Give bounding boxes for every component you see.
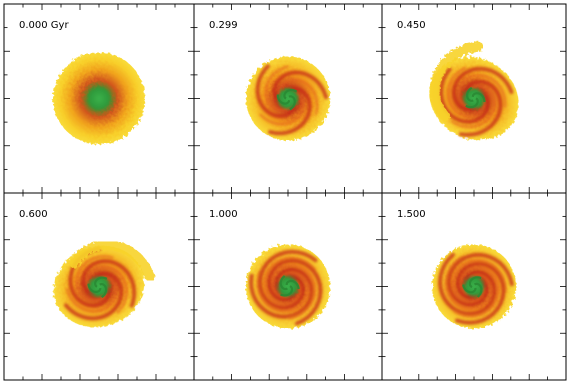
panel: 0.450 (381, 3, 567, 194)
galaxy-disk (246, 244, 330, 329)
time-label: 1.000 (209, 209, 238, 220)
time-label: 0.000 Gyr (19, 20, 69, 31)
galaxy-disk (246, 56, 330, 141)
galaxy-disk (53, 240, 156, 328)
axis-ticks (382, 4, 566, 193)
time-label: 0.600 (19, 209, 48, 220)
panel: 0.000 Gyr (3, 3, 195, 194)
panel: 0.600 (3, 192, 195, 381)
axis-ticks (194, 4, 382, 193)
galaxy-disk (429, 41, 519, 141)
galaxy-disk (432, 244, 516, 329)
axis-ticks (4, 193, 194, 380)
time-label: 0.299 (209, 20, 238, 31)
time-label: 0.450 (397, 20, 426, 31)
axis-ticks (4, 4, 194, 193)
panel: 1.500 (381, 192, 567, 381)
axis-ticks (382, 193, 566, 380)
galaxy-disk (53, 52, 145, 145)
time-label: 1.500 (397, 209, 426, 220)
panel: 1.000 (193, 192, 383, 381)
axis-ticks (194, 193, 382, 380)
panel: 0.299 (193, 3, 383, 194)
